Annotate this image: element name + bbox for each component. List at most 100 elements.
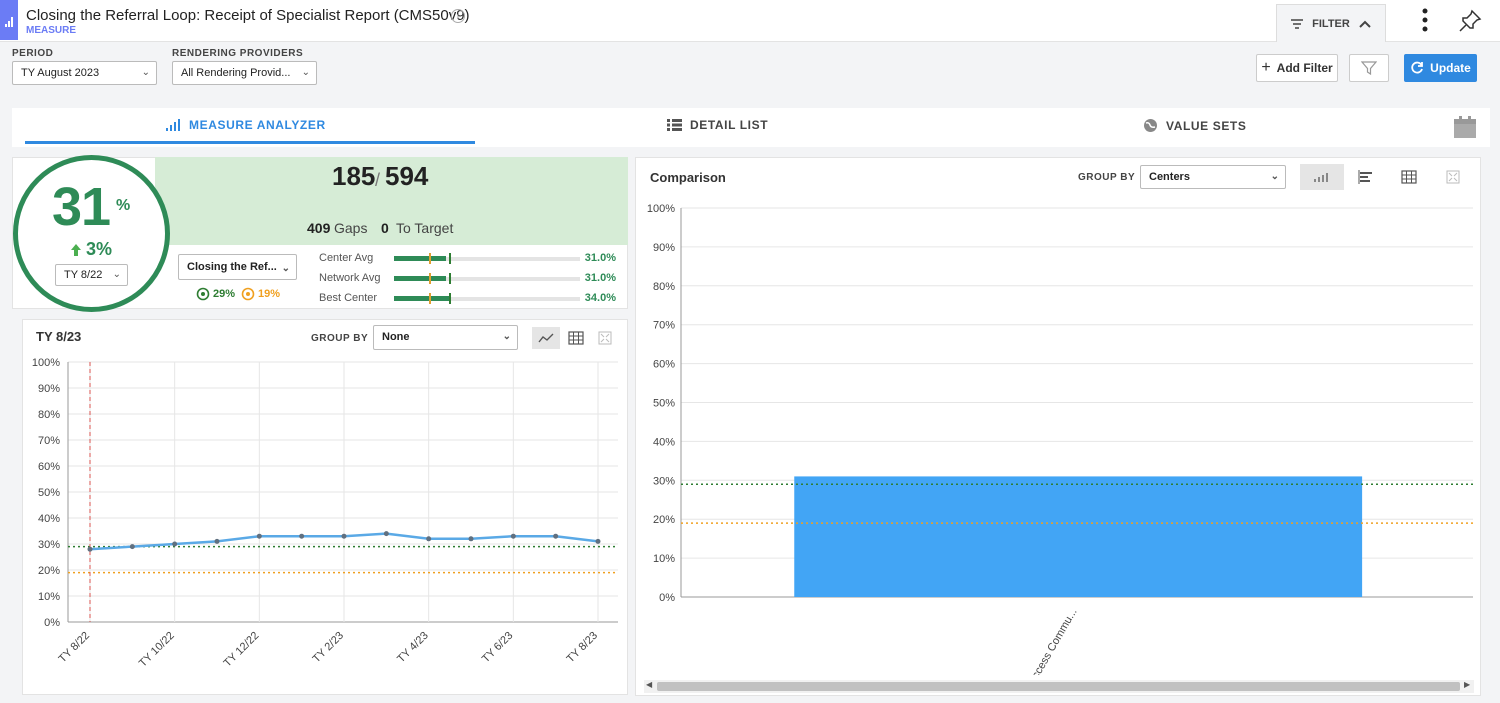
bar-chart-icon[interactable] (1300, 164, 1344, 190)
benchmark-label: Best Center (319, 292, 378, 304)
data-point (426, 536, 432, 542)
gaps-label: Gaps (334, 220, 368, 236)
y-tick-label: 80% (38, 409, 60, 421)
add-filter-button[interactable]: + Add Filter (1256, 54, 1338, 82)
data-point (214, 538, 220, 544)
funnel-icon (1361, 61, 1377, 76)
line-chart-icon[interactable] (532, 327, 560, 349)
data-point (256, 533, 262, 539)
scroll-left-icon[interactable]: ◀ (646, 680, 653, 689)
to-target-label: To Target (396, 220, 454, 236)
target-orange: 19% (241, 287, 280, 301)
x-tick-label: TY 6/23 (480, 630, 516, 666)
tab-measure-analyzer[interactable]: MEASURE ANALYZER (165, 118, 326, 132)
rendering-providers-select[interactable]: All Rendering Provid... ⌄ (172, 61, 317, 85)
data-point (595, 538, 601, 544)
data-point (553, 533, 559, 539)
trend-title: TY 8/23 (36, 329, 82, 344)
filter-toggle-button[interactable]: FILTER (1276, 4, 1386, 42)
expand-icon[interactable] (591, 327, 619, 349)
providers-value: All Rendering Provid... (181, 67, 291, 79)
scroll-right-icon[interactable]: ▶ (1464, 680, 1471, 689)
target-green: 29% (196, 287, 235, 301)
period-select[interactable]: TY August 2023 ⌄ (12, 61, 157, 85)
tab-value-sets[interactable]: VALUE SETS (1143, 118, 1246, 133)
pin-icon[interactable] (1458, 9, 1482, 33)
benchmark-goal-marker (449, 253, 451, 264)
target-icon (196, 287, 210, 301)
list-icon (667, 119, 682, 131)
data-point (468, 536, 474, 542)
update-label: Update (1430, 61, 1471, 75)
data-point (510, 533, 516, 539)
x-tick-label: Access Commu... (1026, 607, 1079, 676)
add-filter-label: Add Filter (1276, 61, 1333, 75)
rendering-providers-label: RENDERING PROVIDERS (172, 48, 304, 59)
compare-period-select[interactable]: TY 8/22 ⌄ (55, 264, 128, 286)
scrollbar-thumb[interactable] (657, 682, 1460, 691)
funnel-filter-button[interactable] (1349, 54, 1389, 82)
benchmark-fill (394, 296, 451, 301)
benchmark-label: Network Avg (319, 272, 381, 284)
more-options-icon[interactable] (1418, 6, 1432, 34)
period-value: TY August 2023 (21, 67, 100, 79)
expand-icon[interactable] (1439, 166, 1467, 188)
target-orange-value: 19% (258, 288, 281, 300)
x-tick-label: TY 8/23 (565, 630, 601, 666)
x-tick-label: TY 8/22 (57, 630, 93, 666)
table-icon[interactable] (1395, 166, 1423, 188)
chevron-down-icon: ⌄ (112, 269, 121, 280)
chevron-down-icon: ⌄ (1270, 171, 1279, 182)
gaps-value: 409 (307, 220, 331, 236)
data-point (129, 544, 135, 550)
comparison-group-by-select[interactable]: Centers ⌄ (1140, 165, 1286, 189)
tab-label: DETAIL LIST (690, 118, 769, 132)
data-point (299, 533, 305, 539)
benchmark-label: Center Avg (319, 252, 374, 264)
comparison-group-by-label: GROUP BY (1078, 172, 1136, 183)
update-button[interactable]: Update (1404, 54, 1477, 82)
app-logo (0, 0, 18, 40)
tab-detail-list[interactable]: DETAIL LIST (667, 118, 768, 132)
data-point (383, 531, 389, 537)
refresh-icon (1411, 61, 1424, 74)
trend-group-by-value: None (382, 331, 410, 343)
benchmark-fill (394, 256, 446, 261)
y-tick-label: 100% (32, 357, 60, 369)
chevron-down-icon: ⌄ (281, 263, 290, 274)
x-tick-label: TY 2/23 (311, 630, 347, 666)
benchmark-goal-marker (449, 293, 451, 304)
trend-card (22, 319, 628, 695)
y-tick-label: 0% (44, 617, 60, 629)
globe-icon (1144, 119, 1157, 132)
calendar-icon[interactable] (1453, 115, 1477, 144)
y-tick-label: 40% (38, 513, 60, 525)
data-point (341, 533, 347, 539)
filter-lines-icon (1291, 18, 1304, 29)
active-tab-indicator (25, 141, 475, 144)
benchmark-track (394, 257, 580, 261)
x-tick-label: TY 10/22 (137, 630, 177, 670)
measure-select[interactable]: Closing the Ref... ⌄ (178, 254, 297, 280)
chevron-down-icon: ⌄ (301, 67, 310, 78)
horizontal-bar-icon[interactable] (1352, 166, 1380, 188)
y-tick-label: 20% (38, 565, 60, 577)
arrow-up-icon (71, 243, 81, 256)
benchmark-target-marker (429, 293, 431, 304)
target-green-value: 29% (213, 288, 236, 300)
score-change: 3% (70, 239, 112, 260)
trend-group-by-select[interactable]: None ⌄ (373, 325, 518, 350)
comparison-title: Comparison (650, 170, 726, 185)
to-target-value: 0 (381, 220, 389, 236)
bar (794, 476, 1363, 597)
target-icon (241, 287, 255, 301)
benchmark-track (394, 277, 580, 281)
compare-period-value: TY 8/22 (64, 269, 103, 281)
y-tick-label: 10% (653, 553, 675, 565)
info-icon[interactable]: i (451, 9, 465, 23)
y-tick-label: 70% (38, 435, 60, 447)
y-tick-label: 60% (653, 359, 675, 371)
benchmark-fill (394, 276, 446, 281)
y-tick-label: 10% (38, 591, 60, 603)
table-icon[interactable] (562, 327, 590, 349)
